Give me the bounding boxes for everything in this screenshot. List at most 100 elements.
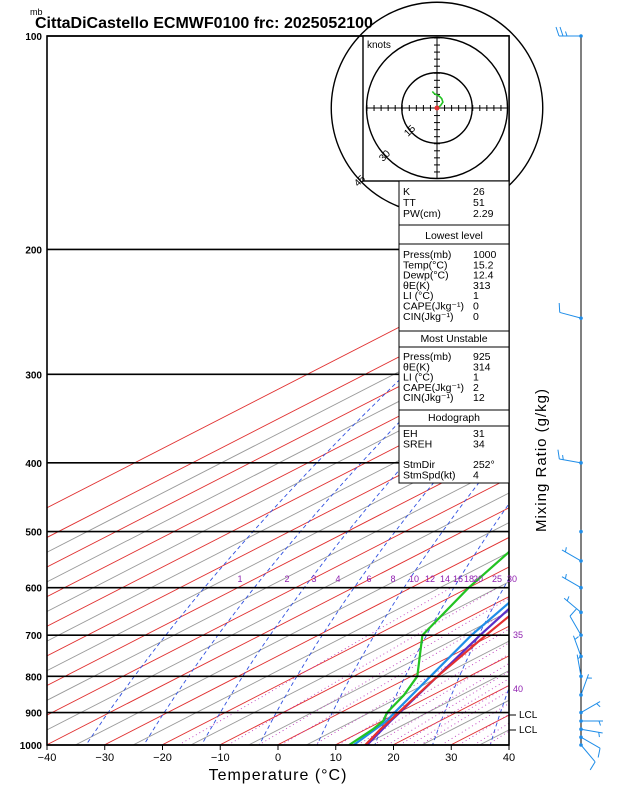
lowest-level-label: CIN(Jkg⁻¹): [403, 311, 453, 323]
grey-reference-line: [74, 522, 509, 745]
x-tick-label: −40: [38, 752, 57, 764]
chart-title: CittaDiCastello ECMWF0100 frc: 202505210…: [35, 15, 373, 32]
y-tick-label: 200: [25, 245, 42, 256]
wind-barb-shaft: [559, 458, 582, 464]
grey-reference-line: [566, 20, 618, 760]
dry-adiabat-line: [374, 503, 509, 745]
stats-box: [398, 330, 510, 411]
dry-adiabat-line: [603, 51, 618, 760]
wind-barb-flag: [558, 302, 561, 313]
lowest-level-value: 1000: [473, 249, 497, 261]
isotherm-line: [47, 418, 509, 657]
most-unstable-value: 314: [473, 361, 491, 373]
wind-profile: [555, 26, 603, 771]
dry-adiabat-line: [489, 687, 509, 745]
index-label: TT: [403, 197, 416, 209]
stats-box: [398, 180, 510, 226]
mixing-ratio-line: [280, 610, 509, 745]
mixing-ratio-label: 10: [409, 574, 419, 584]
wind-barb-shaft: [569, 615, 582, 636]
wind-barb-half-flag: [562, 454, 564, 460]
x-tick-label: 40: [503, 752, 515, 764]
wind-barb-shaft: [573, 635, 582, 657]
grey-reference-line: [47, 433, 509, 672]
hodograph-stat-value: 252°: [473, 459, 495, 471]
isotherm-line: [47, 300, 509, 538]
hodograph-stat-label: StmDir: [403, 459, 436, 471]
dry-adiabat-line: [201, 351, 509, 745]
storm-motion-marker: [434, 105, 440, 111]
y-tick-label: 700: [25, 631, 42, 642]
mixing-ratio-label: 12: [425, 574, 435, 584]
wind-barb-shaft: [580, 701, 601, 713]
background-lines: [47, 20, 618, 760]
x-tick-label: −20: [153, 752, 172, 764]
lowest-level-value: 12.4: [473, 270, 494, 282]
wind-barb-flag: [557, 449, 560, 460]
section-header: Hodograph: [428, 412, 480, 424]
x-axis-label: Temperature (°C): [209, 767, 348, 784]
mixing-ratio-label: 2: [284, 574, 289, 584]
most-unstable-value: 1: [473, 372, 479, 384]
y-tick-label: 400: [25, 459, 42, 470]
index-value: 2.29: [473, 208, 494, 220]
hodograph-stat-value: 34: [473, 439, 485, 451]
grey-reference-line: [47, 403, 509, 642]
grey-reference-line: [247, 610, 509, 745]
index-value: 26: [473, 186, 485, 198]
isotherm-line: [47, 270, 509, 509]
most-unstable-label: CIN(Jkg⁻¹): [403, 392, 453, 404]
lowest-level-value: 0: [473, 301, 479, 313]
most-unstable-label: LI (°C): [403, 372, 433, 384]
mixing-ratio-label: 8: [390, 574, 395, 584]
wind-barb-half-flag: [598, 732, 600, 738]
mixing-ratio-label: 14: [440, 574, 450, 584]
mixing-ratio-line: [337, 642, 509, 745]
wind-barb-shaft: [580, 736, 601, 749]
most-unstable-label: Press(mb): [403, 351, 451, 363]
mixing-ratio-label: 40: [513, 684, 523, 694]
most-unstable-value: 925: [473, 351, 491, 363]
isotherm-line: [47, 329, 509, 568]
mixing-ratio-line: [441, 702, 509, 745]
mixing-ratio-line: [410, 684, 509, 745]
x-tick-label: −30: [95, 752, 114, 764]
mixing-ratio-line: [458, 713, 509, 745]
lcl-label: LCL: [519, 725, 538, 736]
wind-barb-flag: [589, 761, 596, 771]
most-unstable-label: CAPE(Jkg⁻¹): [403, 382, 464, 394]
mixing-ratio-label: 18: [464, 574, 474, 584]
wind-barb-shaft: [580, 728, 603, 734]
isotherm-line: [47, 477, 509, 716]
isotherm-line: [47, 388, 509, 627]
mixing-ratio-line: [420, 690, 509, 745]
wind-barb-shaft: [561, 549, 582, 562]
section-header: Most Unstable: [420, 333, 487, 345]
lowest-level-label: Press(mb): [403, 249, 451, 261]
mixing-ratio-label: 20: [473, 574, 483, 584]
mixing-ratio-label: 6: [366, 574, 371, 584]
y-tick-label: 300: [25, 370, 42, 381]
wind-barb-half-flag: [566, 596, 570, 601]
dry-adiabat-line: [316, 444, 509, 745]
wind-barb-flag: [555, 26, 560, 37]
wind-barb-shaft: [561, 576, 582, 589]
hodograph-stat-value: 4: [473, 470, 479, 482]
wind-barb-flag: [597, 748, 601, 758]
section-header: Lowest level: [425, 230, 483, 242]
isotherm-line: [276, 625, 509, 745]
x-tick-label: 10: [330, 752, 342, 764]
isotherm-line: [47, 507, 509, 745]
wind-barb-shaft: [580, 744, 596, 763]
isotherm-line: [103, 536, 509, 745]
grey-reference-line: [508, 20, 618, 760]
x-tick-label: 20: [387, 752, 399, 764]
most-unstable-label: θE(K): [403, 361, 430, 373]
mixing-ratio-label: 25: [492, 574, 502, 584]
wind-barb-half-flag: [596, 703, 601, 708]
wind-barb-shaft: [563, 597, 582, 613]
mixing-ratio-line: [258, 597, 509, 745]
